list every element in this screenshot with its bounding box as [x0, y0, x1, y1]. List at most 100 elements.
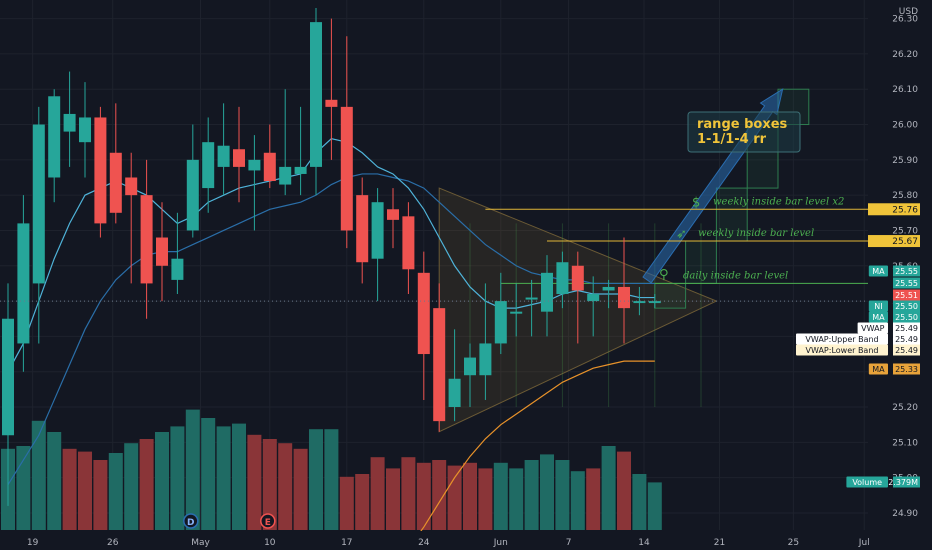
volume-bar	[93, 460, 108, 530]
candle-body[interactable]	[325, 99, 338, 107]
candle-body[interactable]	[17, 223, 30, 344]
candle-body[interactable]	[541, 272, 553, 312]
candle-body[interactable]	[186, 159, 199, 231]
candle-body[interactable]	[79, 117, 91, 143]
candle-body[interactable]	[63, 113, 76, 132]
price-tag-label: VWAP:Lower Band	[806, 346, 879, 355]
volume-bar	[355, 474, 370, 530]
time-axis[interactable]	[0, 531, 932, 550]
event-marker-label: E	[265, 518, 271, 528]
candle-body[interactable]	[433, 308, 446, 422]
candle-body[interactable]	[417, 272, 430, 355]
candle-body[interactable]	[464, 357, 476, 376]
volume-bar	[401, 457, 416, 530]
price-tag-value: 2.379M	[888, 478, 918, 487]
candle-body[interactable]	[387, 209, 399, 220]
volume-bar	[139, 439, 154, 530]
price-tag-value: 25.51	[895, 291, 918, 300]
price-tag-value: 25.50	[895, 302, 918, 311]
candle-body[interactable]	[402, 216, 415, 270]
key-icon: ⚲	[659, 267, 669, 282]
candle-body[interactable]	[310, 22, 322, 167]
volume-bar	[617, 451, 631, 530]
price-tag-value: 25.55	[895, 279, 918, 288]
candle-body[interactable]	[479, 343, 492, 376]
range-box[interactable]	[685, 240, 717, 284]
volume-bar	[170, 426, 185, 530]
candle-body[interactable]	[618, 286, 630, 309]
candle-body[interactable]	[94, 117, 107, 224]
y-tick-label: 26.20	[892, 50, 918, 60]
price-tag-value-box	[893, 322, 920, 334]
candle-body[interactable]	[48, 96, 61, 178]
price-tag-label: MA	[872, 365, 885, 374]
volume-bar	[62, 448, 77, 530]
price-tag-value: 25.49	[895, 324, 918, 333]
level-price-tag	[868, 203, 920, 216]
candle-body[interactable]	[156, 237, 168, 266]
price-tag-label: MA	[872, 313, 885, 322]
y-tick-label: 26.10	[892, 85, 918, 95]
candle-body[interactable]	[109, 152, 122, 213]
candle-body[interactable]	[2, 318, 14, 436]
y-tick-label: 24.90	[892, 509, 918, 519]
event-marker-d[interactable]	[183, 513, 199, 529]
candle-body[interactable]	[648, 301, 661, 304]
y-tick-label: 25.80	[892, 191, 918, 201]
candle-body[interactable]	[556, 262, 569, 295]
candle-body[interactable]	[356, 195, 369, 263]
candle-body[interactable]	[571, 265, 584, 291]
price-tag-value-box	[893, 289, 920, 301]
volume-bar	[540, 454, 554, 530]
candle-body[interactable]	[140, 195, 153, 284]
volume-bar	[185, 409, 200, 530]
candle-body[interactable]	[171, 258, 184, 280]
volume-bar	[47, 432, 62, 530]
candle-body[interactable]	[448, 378, 461, 408]
candle-body[interactable]	[279, 166, 292, 185]
candle-body[interactable]	[294, 166, 307, 174]
volume-bar	[509, 468, 524, 530]
candle-body[interactable]	[371, 202, 384, 259]
candle-body[interactable]	[340, 106, 353, 231]
candle-body[interactable]	[202, 142, 215, 189]
price-tag-label-box	[796, 333, 888, 345]
candle-body[interactable]	[125, 177, 138, 196]
candle-body[interactable]	[525, 297, 538, 300]
y-tick-label: 25.70	[892, 226, 918, 236]
volume-bar	[31, 420, 46, 530]
volume-bar	[586, 468, 601, 530]
volume-bar	[432, 460, 447, 530]
candle-body[interactable]	[510, 311, 523, 314]
candle-body[interactable]	[32, 124, 45, 284]
annotation-box[interactable]	[687, 111, 801, 153]
x-tick-label: May	[191, 538, 210, 548]
volume-bar	[201, 418, 216, 530]
y-tick-label: 25.90	[892, 156, 918, 166]
level-price-tag	[868, 235, 920, 248]
event-marker-e[interactable]	[260, 513, 276, 529]
candle-body[interactable]	[217, 145, 230, 167]
volume-bar	[601, 446, 616, 530]
candle-body[interactable]	[633, 301, 646, 304]
volume-bar	[370, 457, 385, 530]
price-tag-value-box	[893, 344, 920, 356]
price-tag-value-box	[893, 277, 920, 289]
candle-body[interactable]	[494, 301, 507, 344]
price-tag-value: 25.49	[895, 346, 918, 355]
candle-body[interactable]	[233, 149, 245, 167]
y-tick-label: 26.30	[892, 15, 918, 25]
range-box[interactable]	[654, 282, 687, 309]
volume-bar	[124, 443, 139, 530]
candle-body[interactable]	[248, 159, 261, 171]
candle-body[interactable]	[587, 294, 600, 302]
candle-body[interactable]	[602, 286, 615, 291]
candle-body[interactable]	[263, 152, 276, 182]
x-tick-label: 26	[107, 538, 119, 548]
rocket-icon: ➶	[676, 227, 687, 242]
volume-bar	[386, 468, 400, 530]
y-tick-label: 26.00	[892, 121, 918, 131]
range-box[interactable]	[715, 187, 748, 242]
price-tag-label-box	[846, 476, 888, 488]
